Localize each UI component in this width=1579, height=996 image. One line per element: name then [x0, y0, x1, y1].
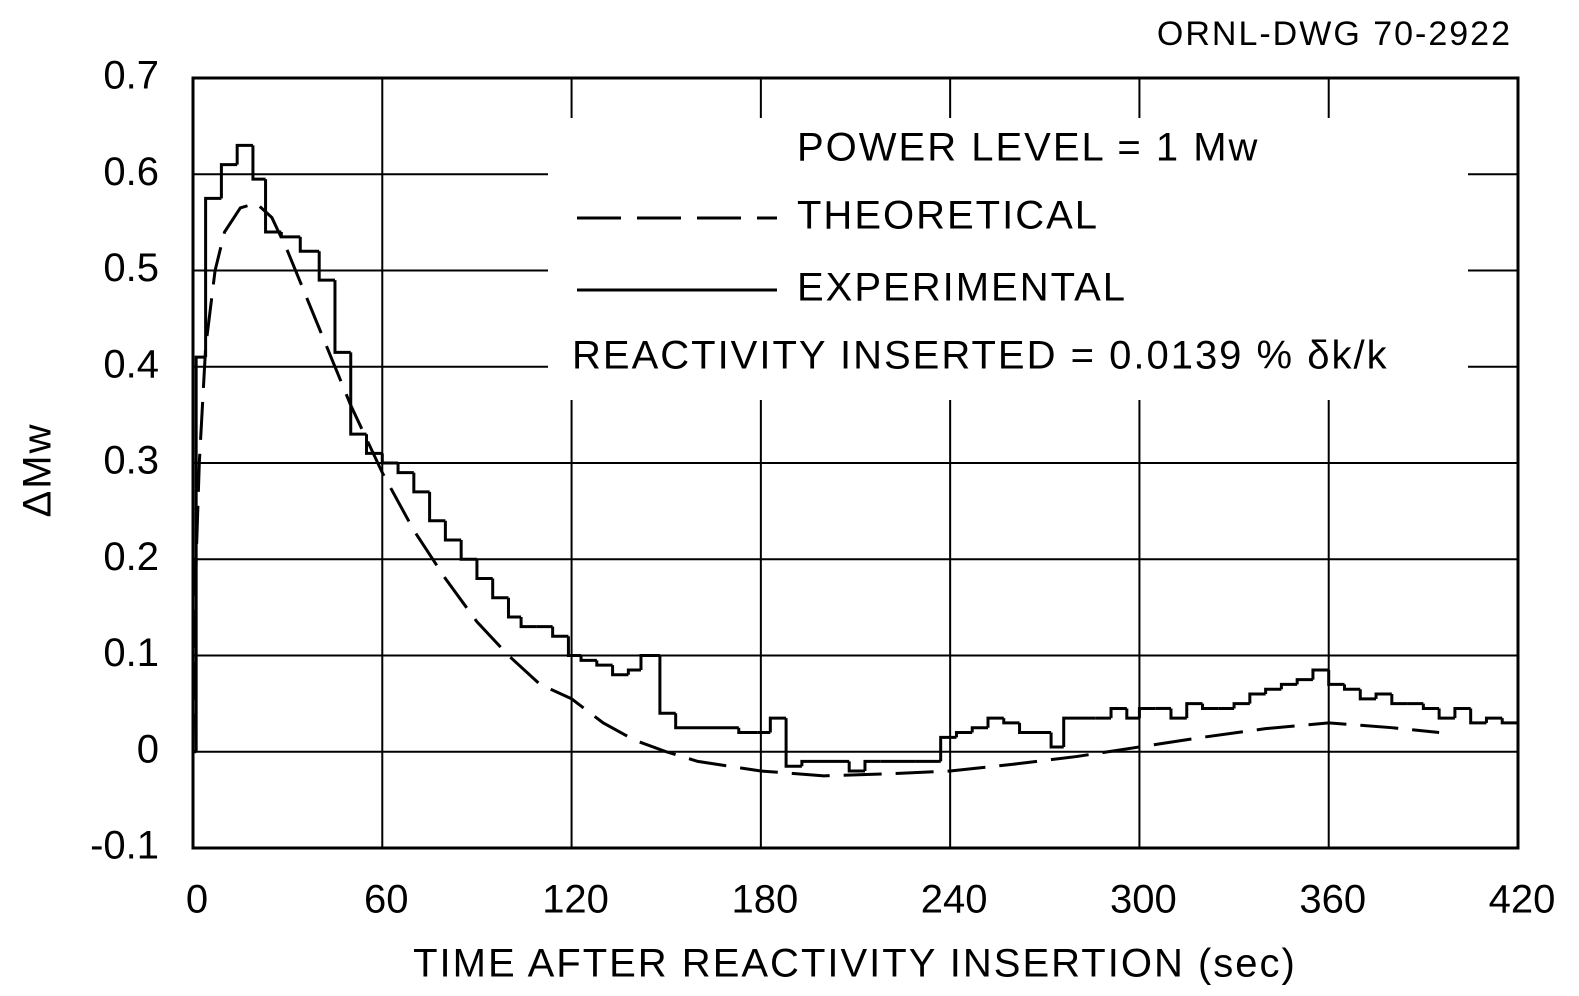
x-tick-label: 360 [1299, 878, 1366, 922]
line-series [191, 201, 1440, 778]
step-segment [566, 636, 582, 657]
annotation: REACTIVITY INSERTED = 0.0139 % δk/k [572, 334, 1389, 378]
step-segment [333, 280, 351, 354]
step-segment [412, 472, 430, 494]
step-segment [1469, 708, 1487, 725]
x-tick-label: 120 [542, 878, 609, 922]
step-segment [219, 163, 238, 199]
y-tick-label: 0 [137, 727, 159, 771]
step-segment [551, 626, 569, 638]
step-segment [235, 143, 253, 165]
legend-label: THEORETICAL [797, 194, 1099, 238]
x-tick-label: 300 [1110, 878, 1177, 922]
step-segment [768, 716, 787, 733]
step-segment [1327, 669, 1345, 686]
y-tick-label: 0.7 [103, 54, 159, 98]
step-segment [1311, 668, 1329, 680]
step-segment [443, 520, 462, 542]
step-segment [459, 540, 477, 561]
step-segment [863, 759, 881, 771]
step-segment [1390, 694, 1408, 706]
step-segment [1201, 703, 1219, 710]
step-segment [1484, 716, 1503, 723]
step-segment [506, 597, 522, 619]
step-segment [1137, 706, 1156, 719]
step-segment [847, 761, 865, 773]
step-segment [737, 727, 758, 734]
step-segment [1185, 702, 1203, 719]
x-tick-label: 240 [921, 878, 988, 922]
step-segment [954, 731, 973, 738]
step-segment [317, 251, 335, 282]
step-segment [1264, 687, 1282, 694]
y-axis-label: ΔMw [16, 423, 60, 518]
step-segment [396, 463, 414, 475]
step-segment [1109, 706, 1127, 719]
step-segment [674, 713, 739, 730]
step-segment [1374, 692, 1392, 699]
x-tick-label: 0 [186, 878, 208, 922]
step-segment [1500, 718, 1518, 725]
legend-panel [548, 118, 1468, 400]
step-segment [1358, 689, 1377, 701]
step-segment [349, 352, 367, 436]
step-segment [519, 617, 537, 629]
step-segment [939, 735, 957, 762]
y-tick-label: 0.1 [103, 631, 159, 675]
step-segment [658, 655, 676, 715]
step-segment [579, 655, 597, 662]
y-tick-label: 0.3 [103, 439, 159, 483]
step-segment [264, 179, 282, 234]
step-segment [1169, 708, 1187, 720]
x-axis-label: TIME AFTER REACTIVITY INSERTION (sec) [413, 942, 1297, 986]
y-tick-label: 0.6 [103, 150, 159, 194]
step-segment [626, 668, 641, 675]
drawing-number: ORNL-DWG 70-2922 [1157, 15, 1512, 53]
step-segment [1342, 684, 1361, 691]
step-segment [1232, 702, 1250, 709]
x-tick-label: 180 [731, 878, 798, 922]
step-segment [251, 145, 266, 181]
step-segment [1421, 703, 1440, 710]
step-segment [475, 559, 493, 580]
step-segment [491, 578, 509, 600]
step-segment [279, 232, 301, 239]
legend-label: EXPERIMENTAL [797, 266, 1127, 310]
step-segment [1018, 722, 1052, 734]
step-segment [611, 665, 629, 677]
y-tick-label: -0.1 [90, 824, 159, 868]
step-segment [1248, 692, 1266, 704]
step-segment [1002, 718, 1020, 725]
step-segment [784, 718, 802, 768]
step-segment [1295, 678, 1313, 685]
step-segment [298, 236, 320, 253]
plot-frame [191, 76, 1520, 850]
step-segment [1279, 682, 1298, 690]
step-segment [380, 453, 399, 465]
y-tick-label: 0.5 [103, 246, 159, 290]
step-segment [204, 196, 222, 358]
y-tick-label: 0.2 [103, 535, 159, 579]
step-segment [970, 726, 988, 733]
step-segment [1437, 708, 1455, 720]
x-tick-label: 420 [1489, 878, 1556, 922]
step-segment [1062, 716, 1080, 747]
x-tick-label: 60 [364, 878, 409, 922]
annotation: POWER LEVEL = 1 Mw [797, 126, 1259, 170]
step-segment [800, 759, 850, 767]
step-segment [986, 716, 1004, 728]
step-segment [595, 660, 613, 667]
step-segment [1049, 732, 1064, 749]
step-segment [639, 654, 660, 670]
step-segment [1453, 706, 1471, 719]
step-segment [1125, 708, 1140, 720]
step-segment [194, 355, 206, 752]
step-segment [428, 491, 446, 523]
step-segment [365, 434, 383, 455]
y-tick-label: 0.4 [103, 342, 159, 386]
